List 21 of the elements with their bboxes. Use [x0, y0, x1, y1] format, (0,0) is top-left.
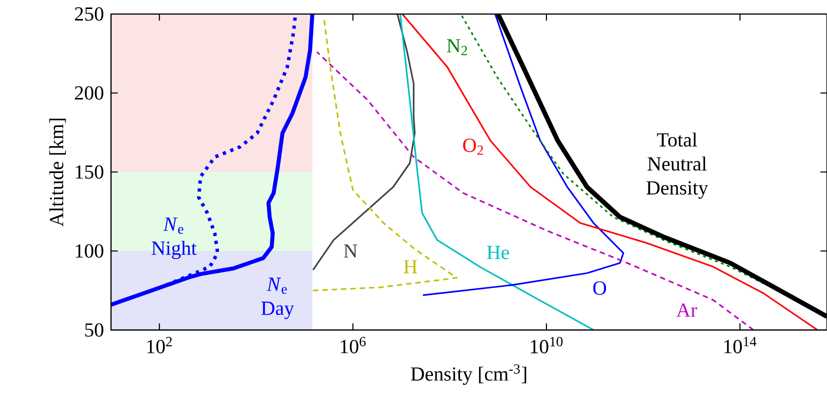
- series-label: Total Neutral Density: [646, 132, 708, 199]
- x-tick-label: 10$^{6}$: [340, 336, 366, 354]
- x-axis-title: Density [cm$^{-3}$]: [410, 364, 526, 385]
- y-tick-label: 200: [74, 86, 104, 100]
- y-tick-label: 150: [76, 165, 104, 179]
- series-label: H: [404, 260, 418, 274]
- y-tick-label: 50: [85, 323, 104, 337]
- y-axis-title: Altitude [km]: [49, 118, 66, 227]
- series-label: Ar: [676, 303, 698, 317]
- series-label: N$_{e}$ Day: [261, 278, 294, 320]
- y-tick-label: 100: [76, 244, 104, 258]
- series-label: He: [486, 246, 510, 260]
- series-label: O$_{2}$: [463, 138, 483, 155]
- series-label: N$_{2}$: [446, 39, 468, 56]
- x-tick-label: 10$^{2}$: [147, 336, 172, 354]
- series-label: O: [593, 281, 606, 295]
- y-tick-label: 250: [74, 7, 104, 21]
- x-tick-label: 10$^{10}$: [530, 336, 563, 354]
- x-tick-label: 10$^{14}$: [724, 336, 756, 354]
- series-label: N: [344, 244, 358, 258]
- series-label: N$_{e}$ Night: [152, 218, 197, 260]
